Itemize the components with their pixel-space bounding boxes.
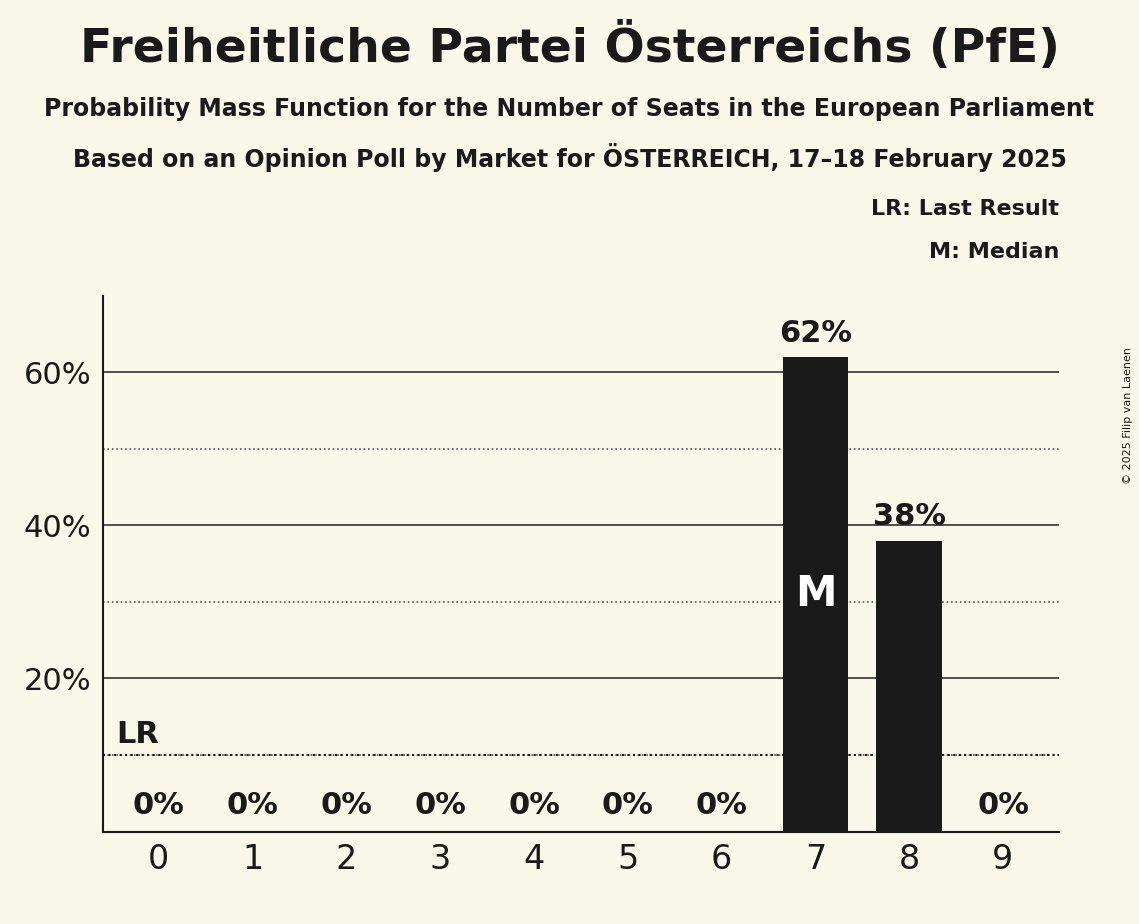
Text: 0%: 0% [415, 791, 466, 821]
Text: 38%: 38% [872, 503, 945, 531]
Bar [782, 357, 849, 832]
Text: M: Median: M: Median [929, 242, 1059, 262]
Text: 0%: 0% [696, 791, 747, 821]
Text: 0%: 0% [227, 791, 279, 821]
Text: Probability Mass Function for the Number of Seats in the European Parliament: Probability Mass Function for the Number… [44, 97, 1095, 121]
Text: 0%: 0% [133, 791, 185, 821]
Text: LR: LR [116, 720, 159, 749]
Text: 0%: 0% [508, 791, 560, 821]
Text: © 2025 Filip van Laenen: © 2025 Filip van Laenen [1123, 347, 1133, 484]
Text: Based on an Opinion Poll by Market for ÖSTERREICH, 17–18 February 2025: Based on an Opinion Poll by Market for Ö… [73, 143, 1066, 172]
Bar [876, 541, 942, 832]
Text: LR: Last Result: LR: Last Result [871, 200, 1059, 219]
Text: M: M [795, 573, 836, 615]
Text: Freiheitliche Partei Österreichs (PfE): Freiheitliche Partei Österreichs (PfE) [80, 23, 1059, 72]
Text: 0%: 0% [601, 791, 654, 821]
Text: 0%: 0% [977, 791, 1029, 821]
Text: 62%: 62% [779, 319, 852, 347]
Text: 0%: 0% [320, 791, 372, 821]
